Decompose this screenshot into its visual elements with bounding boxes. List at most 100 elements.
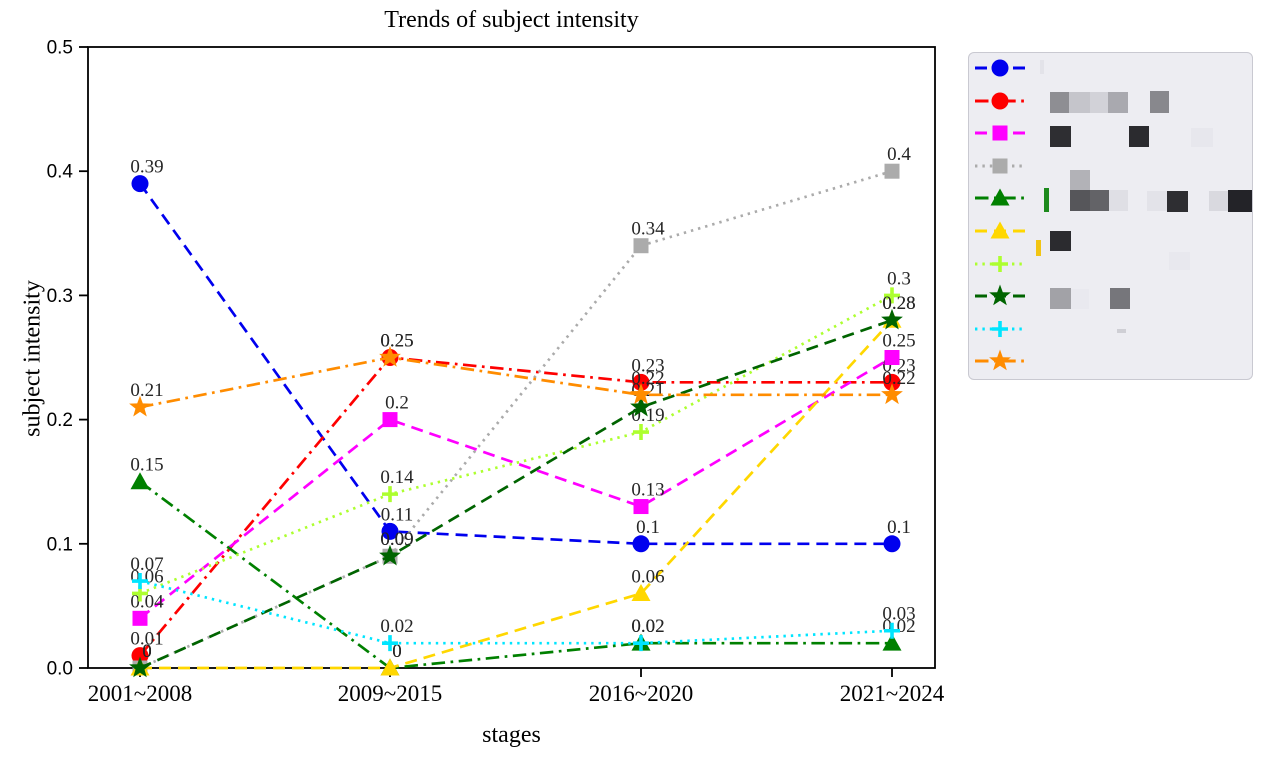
star-marker (379, 544, 401, 566)
series-line (139, 318, 893, 670)
square-marker (633, 238, 649, 254)
triangle-marker (631, 583, 651, 601)
point-label: 0 (392, 641, 402, 662)
series-line (138, 356, 892, 657)
square-marker (884, 163, 900, 179)
point-label: 0.25 (380, 331, 413, 352)
star-marker (129, 395, 151, 417)
circle-marker (883, 373, 901, 391)
circle-marker (632, 535, 650, 553)
point-label: 0 (142, 641, 152, 662)
plus-marker (382, 635, 398, 652)
point-label: 0 (142, 641, 152, 662)
star-marker (379, 346, 401, 367)
point-label: 0.25 (380, 331, 413, 352)
circle-marker (632, 373, 650, 391)
plus-marker (633, 424, 649, 441)
axes: 0.0 0.1 0.2 0.3 0.4 0.5 2001~2008 2009~2015 2016… (47, 38, 945, 707)
circle-marker (883, 535, 901, 553)
x-tick-label: 2016~2020 (589, 681, 693, 706)
point-label: 0.09 (380, 529, 413, 550)
series-blue-dashed-circle: 0.39 0.11 0.1 0.1 (130, 157, 911, 553)
series-cyan-dotted-plus: 0.07 0.02 0.02 0.03 (130, 554, 916, 652)
y-tick-label: 0.2 (47, 410, 73, 431)
star-marker (630, 395, 652, 417)
y-tick-label: 0.4 (47, 162, 74, 183)
legend (968, 52, 1253, 380)
square-marker (633, 499, 649, 515)
series-line (139, 480, 892, 670)
series-gray-dotted-square: 0 0.09 0.34 0.4 (132, 144, 911, 676)
x-tick-label: 2001~2008 (88, 681, 192, 706)
y-tick-label: 0.1 (47, 534, 73, 555)
circle-marker (131, 175, 149, 193)
x-tick-label: 2021~2024 (840, 681, 945, 706)
plus-marker (884, 287, 900, 304)
line-chart-plot-area: 0.0 0.1 0.2 0.3 0.4 0.5 2001~2008 2009~2015 2016… (47, 38, 945, 707)
point-label: 0.3 (887, 268, 911, 289)
chart-title: Trends of subject intensity (384, 7, 639, 33)
point-label: 0.07 (130, 554, 163, 575)
square-marker (132, 610, 148, 626)
point-label: 0.21 (130, 380, 163, 401)
point-label: 0.02 (631, 616, 664, 637)
point-label: 0.15 (130, 455, 163, 476)
point-label: 0 (142, 641, 152, 662)
point-label: 0 (392, 641, 402, 662)
x-tick-label: 2009~2015 (338, 681, 442, 706)
plus-marker (132, 573, 148, 590)
y-tick-label: 0.3 (47, 286, 73, 307)
point-label: 0.22 (631, 368, 664, 389)
point-label: 0.06 (631, 566, 664, 587)
series-darkgreen-dashed-star: 0 0.09 0.21 0.28 (129, 293, 916, 678)
point-label: 0.02 (380, 616, 413, 637)
series-magenta-dashed-square: 0.040.20.130.25 (130, 331, 916, 626)
star-marker (881, 383, 903, 405)
point-label: 0.01 (130, 629, 163, 650)
point-label: 0.13 (631, 480, 664, 501)
triangle-marker (380, 658, 400, 676)
y-tick-label: 0.5 (47, 38, 73, 59)
plus-marker (633, 635, 649, 652)
series-line (138, 182, 892, 546)
triangle-marker (130, 472, 150, 490)
star-marker (881, 308, 903, 330)
point-label: 0.02 (631, 616, 664, 637)
point-label: 0.11 (381, 504, 414, 525)
point-label: 0.23 (631, 355, 664, 376)
point-label: 0.25 (882, 331, 915, 352)
circle-marker (381, 522, 399, 540)
plus-marker (884, 622, 900, 639)
series-line (140, 319, 893, 670)
series-orange-dashdot-star: 0.21 0.25 0.22 0.22 (129, 331, 916, 417)
square-marker (382, 412, 398, 428)
star-marker (129, 656, 151, 678)
plus-marker (382, 486, 398, 503)
point-label: 0.4 (887, 144, 911, 165)
series-green-dashdot-triangle: 0.15 0 0.02 0.02 (130, 455, 916, 676)
point-label: 0.2 (385, 393, 409, 414)
point-label: 0.28 (882, 293, 915, 314)
point-label: 0.09 (380, 529, 413, 550)
triangle-marker (882, 633, 902, 651)
series-line (139, 169, 893, 670)
point-label: 0.03 (882, 604, 915, 625)
y-tick-label: 0.0 (47, 659, 73, 680)
series-greenyellow-dotted-plus: 0.060.140.190.3 (130, 268, 911, 602)
axes-frame (87, 46, 936, 669)
star-marker (630, 383, 652, 405)
series-line (139, 356, 892, 409)
series-line (139, 294, 893, 595)
point-label: 0.1 (887, 517, 911, 538)
point-label: 0.39 (130, 157, 163, 178)
point-label: 0.34 (631, 219, 665, 240)
series-line (139, 356, 893, 620)
point-label: 0.22 (882, 368, 915, 389)
circle-marker (131, 647, 149, 665)
point-label: 0.14 (380, 467, 414, 488)
series-red-dashdot-circle: 0.010.250.23 0.23 (130, 331, 916, 665)
x-axis-label: stages (482, 722, 541, 748)
series-line (139, 579, 893, 645)
point-label: 0.1 (636, 517, 660, 538)
